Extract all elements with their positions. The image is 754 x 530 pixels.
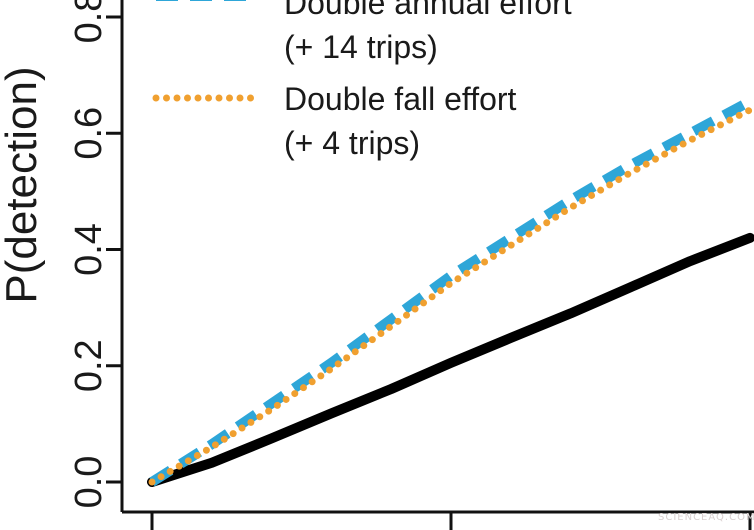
y-tick-label: 0.8 <box>68 0 110 43</box>
legend-sublabel-annual: (+ 14 trips) <box>284 29 438 65</box>
series-line-baseline <box>147 232 754 487</box>
y-tick-label: 0.4 <box>68 223 110 276</box>
series-layer <box>147 96 754 487</box>
series-line-annual <box>149 96 753 487</box>
legend: Double annual effort (+ 14 trips) Double f… <box>152 0 572 161</box>
legend-sublabel-fall: (+ 4 trips) <box>284 125 420 161</box>
legend-label-annual: Double annual effort <box>284 0 572 21</box>
y-axis-title: P(detection) <box>0 66 46 303</box>
watermark: SCIENCEAQ.COM <box>658 512 754 523</box>
y-tick-label: 0.6 <box>68 107 110 160</box>
axes: 0.0 0.2 0.4 0.6 0.8 <box>68 0 754 530</box>
series-line-fall <box>148 106 754 486</box>
y-tick-label: 0.2 <box>68 339 110 392</box>
legend-label-fall: Double fall effort <box>284 81 517 117</box>
y-tick-label: 0.0 <box>68 456 110 509</box>
